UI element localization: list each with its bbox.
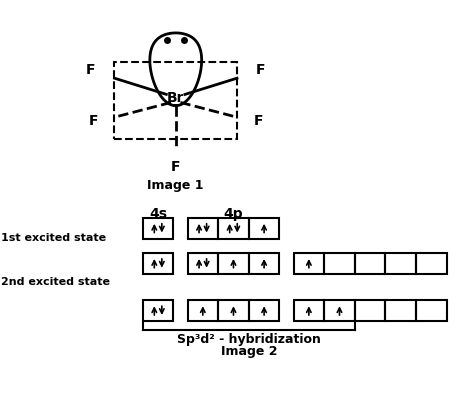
Text: F: F [171, 160, 181, 174]
Text: 2nd excited state: 2nd excited state [1, 277, 110, 287]
Bar [355, 253, 385, 274]
Text: 1st excited state: 1st excited state [1, 233, 107, 243]
Bar [355, 300, 385, 321]
Text: Image 1: Image 1 [147, 179, 204, 192]
Bar [416, 300, 447, 321]
Bar [143, 300, 173, 321]
Bar [218, 218, 249, 239]
Bar [324, 300, 355, 321]
Bar [143, 253, 173, 274]
Bar [188, 253, 218, 274]
Bar [416, 253, 447, 274]
Bar [293, 300, 324, 321]
Text: 4s: 4s [149, 207, 167, 221]
Bar [293, 253, 324, 274]
Bar [143, 218, 173, 239]
Bar [249, 300, 279, 321]
Text: Image 2: Image 2 [220, 345, 277, 358]
Bar [385, 300, 416, 321]
Text: F: F [254, 114, 263, 128]
Bar [249, 218, 279, 239]
Text: F: F [89, 114, 98, 128]
Text: Br: Br [167, 92, 184, 105]
Bar [218, 300, 249, 321]
Bar [249, 253, 279, 274]
Text: Sp³d² - hybridization: Sp³d² - hybridization [177, 333, 321, 346]
Bar [385, 253, 416, 274]
Text: F: F [86, 63, 96, 77]
Bar [218, 253, 249, 274]
Text: 4p: 4p [224, 207, 243, 221]
Bar [115, 62, 237, 139]
Bar [324, 253, 355, 274]
Bar [188, 218, 218, 239]
Text: F: F [256, 63, 265, 77]
Bar [188, 300, 218, 321]
